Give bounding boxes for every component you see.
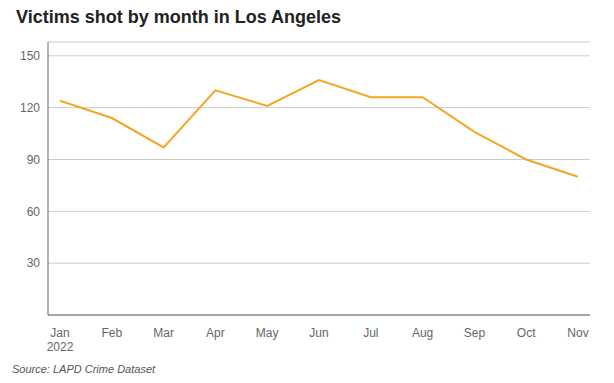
svg-text:60: 60 — [27, 205, 41, 219]
svg-text:Jan2022: Jan2022 — [47, 326, 74, 354]
svg-text:Jun: Jun — [309, 326, 328, 340]
html-text:Source: LAPD Crime Dataset: Source: LAPD Crime Dataset — [12, 363, 156, 375]
svg-text:120: 120 — [20, 101, 40, 115]
svg-text:Apr: Apr — [206, 326, 225, 340]
svg-text:Jul: Jul — [363, 326, 378, 340]
html-text:Victims shot by month in Los A: Victims shot by month in Los Angeles — [16, 7, 341, 27]
svg-text:Oct: Oct — [517, 326, 536, 340]
svg-text:Nov: Nov — [567, 326, 588, 340]
svg-text:Sep: Sep — [464, 326, 486, 340]
svg-text:Mar: Mar — [153, 326, 174, 340]
svg-text:Aug: Aug — [412, 326, 433, 340]
svg-text:90: 90 — [27, 153, 41, 167]
svg-text:Feb: Feb — [101, 326, 122, 340]
svg-text:150: 150 — [20, 49, 40, 63]
svg-text:May: May — [256, 326, 279, 340]
svg-text:30: 30 — [27, 256, 41, 270]
